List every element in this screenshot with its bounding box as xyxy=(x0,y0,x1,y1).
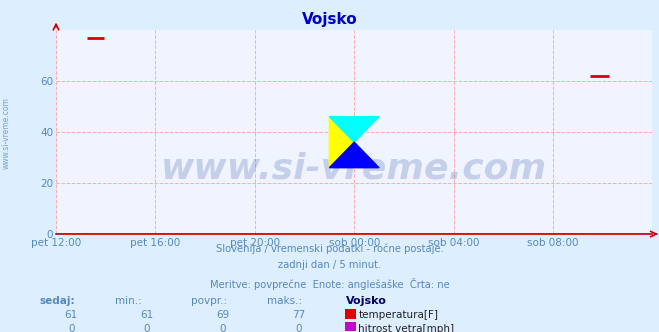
Text: sedaj:: sedaj: xyxy=(40,296,75,306)
Text: 0: 0 xyxy=(68,324,74,332)
Text: povpr.:: povpr.: xyxy=(191,296,227,306)
Text: 69: 69 xyxy=(216,310,229,320)
Text: temperatura[F]: temperatura[F] xyxy=(358,310,438,320)
Text: Vojsko: Vojsko xyxy=(346,296,387,306)
Polygon shape xyxy=(330,117,379,142)
Polygon shape xyxy=(330,142,379,168)
Text: 0: 0 xyxy=(144,324,150,332)
Text: hitrost vetra[mph]: hitrost vetra[mph] xyxy=(358,324,455,332)
Text: zadnji dan / 5 minut.: zadnji dan / 5 minut. xyxy=(278,260,381,270)
Text: 0: 0 xyxy=(219,324,226,332)
Text: 77: 77 xyxy=(292,310,305,320)
Text: maks.:: maks.: xyxy=(267,296,302,306)
Polygon shape xyxy=(330,117,354,168)
Text: www.si-vreme.com: www.si-vreme.com xyxy=(161,152,547,186)
Text: Vojsko: Vojsko xyxy=(302,12,357,27)
Text: 0: 0 xyxy=(295,324,302,332)
Text: min.:: min.: xyxy=(115,296,142,306)
Text: Slovenija / vremenski podatki - ročne postaje.: Slovenija / vremenski podatki - ročne po… xyxy=(215,243,444,254)
Text: 61: 61 xyxy=(140,310,154,320)
Text: www.si-vreme.com: www.si-vreme.com xyxy=(2,97,11,169)
Text: Meritve: povprečne  Enote: anglešaške  Črta: ne: Meritve: povprečne Enote: anglešaške Črt… xyxy=(210,278,449,290)
Text: 61: 61 xyxy=(65,310,78,320)
